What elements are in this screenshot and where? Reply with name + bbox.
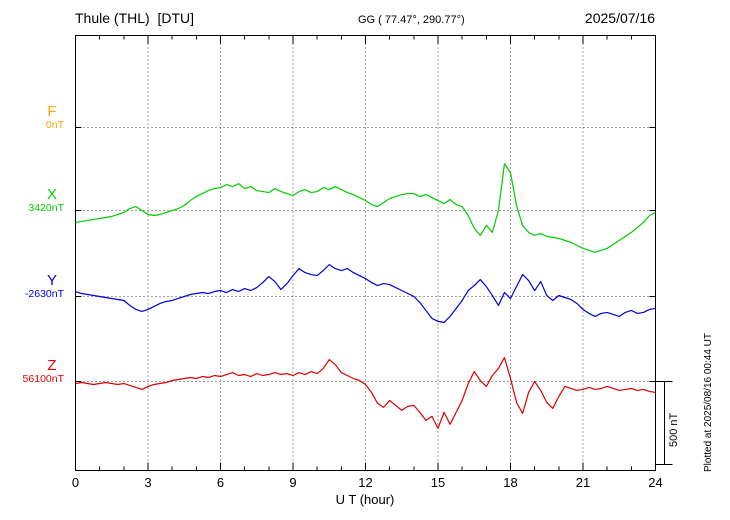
x-tick-label: 24: [648, 475, 663, 490]
component-label-Z: Z: [47, 357, 57, 374]
x-tick-label: 21: [575, 475, 591, 490]
x-tick-label: 0: [71, 475, 80, 490]
scale-bar-label: 500 nT: [668, 412, 680, 447]
x-tick-label: 12: [358, 475, 373, 490]
geographic-coords: GG ( 77.47°, 290.77°): [358, 14, 465, 26]
x-tick-label: 6: [216, 475, 225, 490]
x-axis-label: U T (hour): [335, 492, 395, 507]
component-label-X: X: [46, 186, 57, 203]
component-baseline-Y: -2630nT: [24, 288, 64, 300]
x-tick-label: 9: [289, 475, 297, 490]
component-baseline-X: 3420nT: [28, 202, 64, 214]
component-baseline-F: 0nT: [45, 119, 64, 131]
component-label-F: F: [47, 103, 57, 120]
trace-Y: [75, 264, 656, 323]
plot-frame: [75, 35, 656, 471]
trace-X: [75, 163, 656, 253]
trace-Z: [75, 356, 656, 429]
station-title: Thule (THL) [DTU]: [75, 10, 195, 26]
x-tick-label: 3: [144, 475, 152, 490]
component-label-Y: Y: [46, 272, 57, 289]
x-tick-label: 15: [430, 475, 446, 490]
component-baseline-Z: 56100nT: [22, 373, 64, 385]
plot-date: 2025/07/16: [584, 10, 655, 26]
plot-timestamp-note: Plotted at 2025/08/16 00:44 UT: [703, 333, 714, 472]
x-tick-label: 18: [503, 475, 518, 490]
